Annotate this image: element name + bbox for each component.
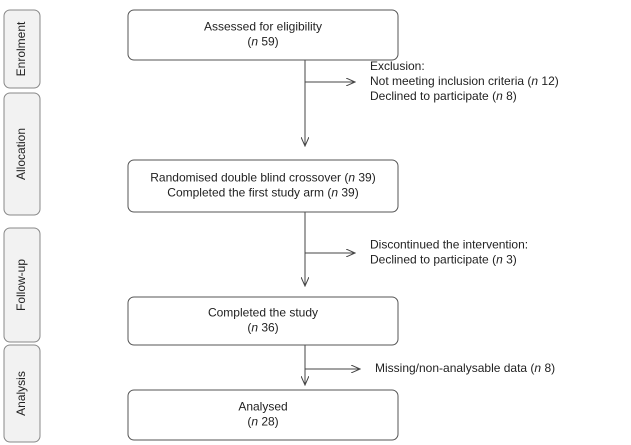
exclusion-text: Exclusion: bbox=[370, 59, 425, 73]
exclusion-text: Declined to participate (n 3) bbox=[370, 253, 517, 267]
box-text: (n 59) bbox=[247, 35, 278, 49]
flow-box bbox=[127, 9, 399, 61]
stage-box bbox=[3, 227, 41, 343]
box-text: Completed the first study arm (n 39) bbox=[167, 186, 358, 200]
box-text: Completed the study bbox=[208, 306, 318, 320]
exclusion-text: Declined to participate (n 8) bbox=[370, 89, 517, 103]
box-text: (n 28) bbox=[247, 415, 278, 429]
stage-box bbox=[3, 344, 41, 443]
stage-label: Allocation bbox=[14, 128, 28, 180]
flow-box bbox=[127, 389, 399, 441]
flow-box bbox=[127, 159, 399, 213]
stage-label: Follow-up bbox=[14, 259, 28, 311]
box-text: (n 36) bbox=[247, 321, 278, 335]
arrows bbox=[305, 60, 360, 385]
stage-label: Enrolment bbox=[14, 21, 28, 76]
exclusion-text: Discontinued the intervention: bbox=[370, 238, 528, 252]
flow-box bbox=[127, 296, 399, 346]
exclusion-text: Missing/non-analysable data (n 8) bbox=[375, 361, 555, 375]
stage-box bbox=[3, 92, 41, 216]
exclusion-text: Not meeting inclusion criteria (n 12) bbox=[370, 74, 559, 88]
stage-box bbox=[3, 9, 41, 89]
box-text: Randomised double blind crossover (n 39) bbox=[150, 171, 375, 185]
stage-label: Analysis bbox=[14, 371, 28, 416]
box-text: Assessed for eligibility bbox=[204, 20, 322, 34]
box-text: Analysed bbox=[238, 400, 287, 414]
